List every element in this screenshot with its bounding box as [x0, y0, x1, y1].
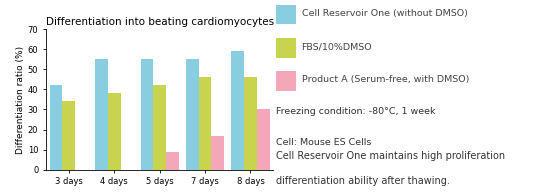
Bar [244, 77, 257, 170]
Text: Cell: Mouse ES Cells: Cell: Mouse ES Cells [276, 138, 371, 147]
Bar [95, 59, 108, 170]
Text: Freezing condition: -80°C, 1 week: Freezing condition: -80°C, 1 week [276, 107, 436, 116]
Bar [212, 136, 224, 170]
Text: Differentiation into beating cardiomyocytes: Differentiation into beating cardiomyocy… [46, 17, 274, 27]
Bar [276, 38, 296, 58]
Bar [232, 51, 244, 170]
Text: FBS/10%DMSO: FBS/10%DMSO [302, 42, 372, 51]
Bar [108, 93, 121, 170]
Text: differentiation ability after thawing.: differentiation ability after thawing. [276, 176, 450, 186]
Y-axis label: Differentiation ratio (%): Differentiation ratio (%) [16, 45, 25, 153]
Text: Cell Reservoir One (without DMSO): Cell Reservoir One (without DMSO) [302, 9, 467, 18]
Bar [276, 71, 296, 91]
Bar [141, 59, 153, 170]
Bar [50, 85, 62, 170]
Bar [186, 59, 199, 170]
Text: Cell Reservoir One maintains high proliferation: Cell Reservoir One maintains high prolif… [276, 151, 505, 161]
Bar [257, 109, 269, 170]
Bar [166, 152, 179, 170]
Bar [199, 77, 212, 170]
Text: Product A (Serum-free, with DMSO): Product A (Serum-free, with DMSO) [302, 75, 469, 84]
Bar [276, 5, 296, 24]
Bar [62, 101, 75, 170]
Bar [153, 85, 166, 170]
